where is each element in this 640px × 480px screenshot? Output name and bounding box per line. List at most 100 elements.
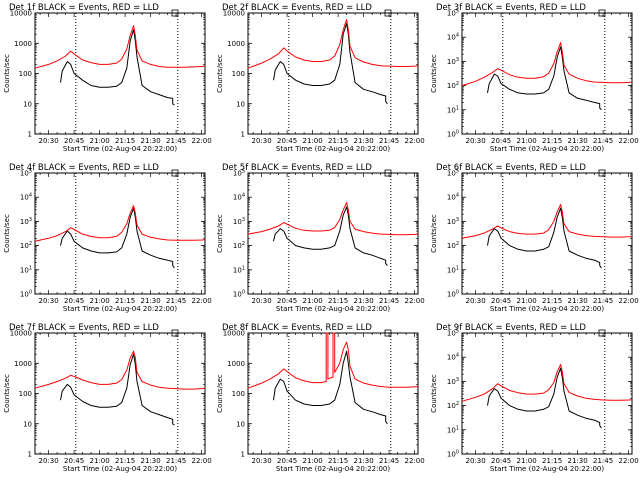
x-tick-label: 21:45 [379, 297, 399, 305]
x-tick-label: 22:00 [405, 297, 425, 305]
chart-title: Det 3f BLACK = Events, RED = LLD [436, 3, 586, 13]
y-tick-label: 100 [232, 70, 245, 78]
lld-series-line [34, 205, 206, 242]
lld-series-line [34, 25, 206, 69]
chart-panel-2: Det 2f BLACK = Events, RED = LLD 1 10 100 10… [216, 3, 425, 153]
y-tick-label: 1 [28, 131, 32, 139]
plot-frame [461, 332, 633, 455]
y-tick-label: 100 [20, 290, 32, 299]
plot-frame [34, 172, 206, 295]
plot-frame [247, 172, 419, 295]
y-tick-label: 10000 [223, 10, 245, 18]
x-tick-label: 21:00 [90, 297, 110, 305]
x-tick-label: 21:00 [517, 137, 537, 145]
plot-frame [461, 172, 633, 295]
y-tick-label: 1 [241, 131, 245, 139]
chart-title: Det 2f BLACK = Events, RED = LLD [222, 3, 372, 13]
x-tick-label: 21:15 [542, 457, 562, 465]
chart-title: Det 6f BLACK = Events, RED = LLD [436, 163, 586, 173]
x-tick-label: 21:45 [593, 137, 613, 145]
y-tick-label: 101 [447, 265, 459, 274]
y-tick-label: 101 [233, 265, 245, 274]
chart-title: Det 8f BLACK = Events, RED = LLD [222, 323, 372, 333]
x-tick-label: 21:45 [166, 297, 186, 305]
lld-series-line [247, 202, 419, 236]
y-tick-label: 100 [447, 450, 459, 459]
y-tick-label: 100 [232, 390, 245, 398]
x-tick-label: 21:30 [354, 297, 374, 305]
x-tick-label: 21:00 [517, 457, 537, 465]
y-axis-label: Counts/sec [216, 374, 224, 413]
y-tick-label: 105 [447, 9, 459, 18]
y-axis-label: Counts/sec [430, 214, 438, 253]
x-tick-label: 20:45 [277, 137, 297, 145]
x-tick-label: 22:00 [619, 137, 639, 145]
x-tick-label: 21:15 [328, 297, 348, 305]
y-tick-label: 103 [447, 57, 459, 66]
events-series-line [487, 367, 602, 429]
x-tick-label: 21:15 [115, 457, 135, 465]
x-tick-label: 21:00 [90, 137, 110, 145]
events-series-line [60, 353, 175, 426]
y-tick-label: 102 [447, 81, 459, 90]
x-tick-label: 22:00 [405, 457, 425, 465]
x-axis-label: Start Time (02-Aug-04 20:22:00) [276, 305, 390, 313]
y-tick-label: 105 [20, 169, 32, 178]
y-tick-label: 100 [19, 390, 32, 398]
y-tick-label: 1000 [227, 40, 245, 48]
x-tick-label: 20:45 [491, 457, 511, 465]
y-tick-label: 103 [447, 217, 459, 226]
y-tick-label: 10000 [10, 330, 32, 338]
x-tick-label: 20:30 [466, 297, 486, 305]
x-tick-label: 21:30 [354, 137, 374, 145]
x-tick-label: 21:30 [141, 457, 161, 465]
y-axis-label: Counts/sec [216, 214, 224, 253]
y-tick-label: 104 [233, 193, 245, 202]
chart-title: Det 1f BLACK = Events, RED = LLD [9, 3, 159, 13]
x-tick-label: 21:30 [354, 457, 374, 465]
y-tick-label: 100 [233, 290, 245, 299]
y-tick-label: 100 [447, 130, 459, 139]
x-axis-label: Start Time (02-Aug-04 20:22:00) [276, 145, 390, 153]
x-tick-label: 20:30 [252, 457, 272, 465]
y-tick-label: 103 [447, 377, 459, 386]
x-tick-label: 21:15 [115, 297, 135, 305]
x-tick-label: 21:30 [568, 457, 588, 465]
x-tick-label: 21:00 [303, 457, 323, 465]
plot-frame [461, 12, 633, 135]
x-tick-label: 20:30 [466, 137, 486, 145]
x-tick-label: 21:15 [542, 297, 562, 305]
plot-frame [34, 332, 206, 455]
x-axis-label: Start Time (02-Aug-04 20:22:00) [63, 465, 177, 473]
events-series-line [60, 207, 175, 269]
x-tick-label: 22:00 [192, 297, 212, 305]
x-tick-label: 21:30 [141, 137, 161, 145]
lld-series-line [461, 204, 633, 239]
x-tick-label: 20:30 [39, 137, 59, 145]
x-tick-label: 20:45 [277, 457, 297, 465]
chart-title: Det 5f BLACK = Events, RED = LLD [222, 163, 372, 173]
x-tick-label: 22:00 [619, 457, 639, 465]
y-tick-label: 103 [20, 217, 32, 226]
y-tick-label: 102 [20, 241, 32, 250]
y-tick-label: 1 [28, 451, 32, 459]
x-axis-label: Start Time (02-Aug-04 20:22:00) [63, 305, 177, 313]
x-tick-label: 21:30 [568, 137, 588, 145]
x-tick-label: 21:15 [542, 137, 562, 145]
x-tick-label: 21:45 [379, 457, 399, 465]
events-series-line [60, 29, 175, 106]
x-tick-label: 21:15 [328, 137, 348, 145]
y-axis-label: Counts/sec [3, 54, 11, 93]
chart-panel-3: Det 3f BLACK = Events, RED = LLD 100 101 10… [430, 3, 639, 153]
x-tick-label: 20:30 [252, 297, 272, 305]
y-tick-label: 10 [236, 420, 245, 428]
y-tick-label: 104 [447, 353, 459, 362]
x-axis-label: Start Time (02-Aug-04 20:22:00) [490, 465, 604, 473]
x-axis-label: Start Time (02-Aug-04 20:22:00) [490, 305, 604, 313]
events-series-line [273, 350, 388, 425]
y-tick-label: 10 [23, 420, 32, 428]
x-tick-label: 22:00 [192, 137, 212, 145]
chart-panel-5: Det 5f BLACK = Events, RED = LLD 100 101 10… [216, 163, 425, 313]
y-tick-label: 101 [20, 265, 32, 274]
